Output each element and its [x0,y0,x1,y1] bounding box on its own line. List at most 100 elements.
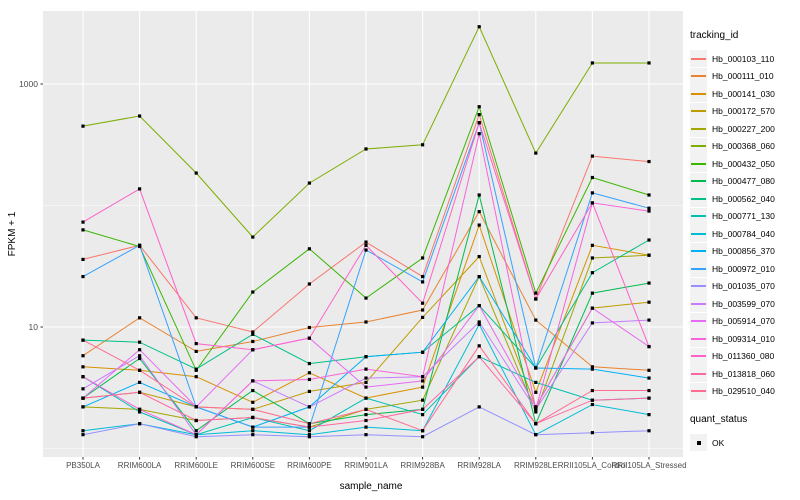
data-point [307,422,311,426]
data-point [421,143,425,147]
data-point [251,425,255,429]
data-point [251,400,255,404]
data-point [307,405,311,409]
data-point [251,407,255,411]
data-point [138,243,142,247]
legend-item-Hb_005914_070: Hb_005914_070 [690,312,798,331]
x-tick-label: RRIM600PE [287,461,331,470]
data-point [138,422,142,426]
legend-key-line-icon [690,85,707,103]
legend-item-Hb_000856_370: Hb_000856_370 [690,242,798,261]
data-point [647,159,651,164]
data-point [421,435,425,439]
legend-item-label: Hb_000368_060 [712,141,775,152]
data-point [647,429,651,433]
legend-color-line [691,92,706,95]
data-point [194,316,198,320]
legend-key-line-icon [690,365,707,383]
data-point [647,206,651,210]
ok-square-marker-icon [690,434,707,452]
legend-item-Hb_001035_070: Hb_001035_070 [690,277,798,296]
data-point [364,320,368,324]
legend-color-line [691,355,706,358]
legend-item-label: Hb_000103_110 [712,53,775,64]
data-point [138,410,142,414]
data-point [307,425,311,429]
data-point [364,147,368,151]
data-point [307,181,311,185]
data-point [647,209,651,213]
data-point [307,377,311,382]
data-point [251,339,255,344]
data-point [534,422,538,426]
legend-item-label: Hb_000771_130 [712,211,775,222]
legend-item-label: Hb_009314_010 [712,333,775,344]
legend-color-line [691,302,706,305]
data-point [421,301,425,305]
data-point [421,429,425,433]
legend-item-Hb_000562_040: Hb_000562_040 [690,190,798,208]
legend-item-label: Hb_011360_080 [712,351,775,362]
legend-title-quant-status: quant_status [690,414,748,425]
data-point [364,425,368,429]
legend-item-Hb_000972_010: Hb_000972_010 [690,260,798,278]
legend-item-Hb_000172_570: Hb_000172_570 [690,102,798,121]
data-point [307,336,311,340]
data-point [534,297,538,301]
data-point [364,396,368,400]
legend-key-line-icon [690,155,707,173]
legend-key-line-icon [690,137,707,155]
data-point [364,407,368,411]
data-point [194,418,198,423]
x-tick-label: RRIM928LE [514,461,558,470]
data-point [534,407,538,411]
legend-key-line-icon [690,242,707,260]
legend-item-label: Hb_013818_060 [712,368,775,379]
data-point [590,321,594,325]
legend-key-line-icon [690,347,707,365]
legend-color-line [691,57,706,60]
data-point [81,220,85,224]
data-point [477,320,481,324]
data-point [534,410,538,414]
y-tick-label: 1000 [19,79,38,89]
data-point [81,405,85,409]
data-point [647,300,651,304]
legend-key-line-icon [690,277,707,295]
data-point [307,371,311,375]
legend-item-Hb_011360_080: Hb_011360_080 [690,347,798,366]
data-point [421,280,425,284]
legend-item-Hb_000784_040: Hb_000784_040 [690,225,798,243]
legend-color-line [691,337,706,340]
data-point [477,223,481,227]
data-point [81,433,85,437]
data-point [421,385,425,389]
data-point [138,390,142,394]
data-point [590,154,594,158]
data-point [251,332,255,336]
data-point [647,368,651,372]
legend-item-label: Hb_000227_200 [712,123,775,134]
data-point [364,433,368,437]
data-point [477,105,481,109]
data-point [81,365,85,369]
data-point [138,368,142,372]
data-point [251,379,255,383]
x-tick-label: RRIM600LA [118,461,162,470]
data-point [590,271,594,275]
data-point [421,350,425,354]
data-point [590,243,594,247]
data-point [534,433,538,437]
data-point [477,304,481,308]
legend-color-line [691,285,706,288]
data-point [421,398,425,402]
legend-color-line [691,180,706,183]
x-tick-label: RRIM928LA [457,461,501,470]
data-point [590,306,594,310]
data-point [364,248,368,252]
legend-color-line [691,232,706,235]
data-point [138,316,142,320]
data-point [251,290,255,294]
data-point [138,348,142,352]
